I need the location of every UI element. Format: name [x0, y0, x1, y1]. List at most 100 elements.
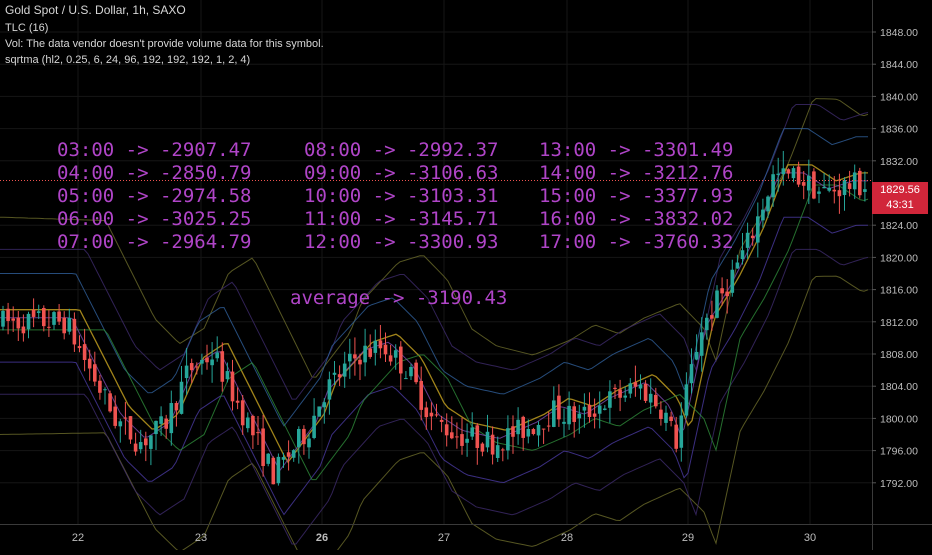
- candle: [215, 336, 219, 362]
- candle-body: [592, 413, 597, 417]
- candle-body: [817, 191, 821, 194]
- candle: [628, 378, 633, 399]
- candle: [174, 401, 179, 427]
- candle: [689, 348, 694, 394]
- candle: [434, 403, 439, 418]
- candle: [337, 365, 342, 387]
- annotation-line: 11:00 -> -3145.71: [304, 208, 499, 230]
- candle-body: [87, 358, 92, 369]
- candle-body: [337, 374, 342, 378]
- candle-body: [557, 395, 561, 420]
- candle-body: [832, 189, 837, 192]
- candle: [1, 305, 5, 331]
- candle-body: [261, 428, 265, 467]
- candle: [77, 335, 82, 353]
- candle: [511, 415, 515, 454]
- candle: [847, 170, 852, 197]
- candle-body: [353, 354, 357, 359]
- candle-body: [184, 365, 189, 379]
- candle-body: [195, 366, 199, 368]
- candle-body: [577, 413, 582, 419]
- candle-body: [812, 171, 816, 199]
- candle: [144, 431, 148, 462]
- candle-body: [689, 364, 694, 384]
- candle-body: [822, 187, 826, 189]
- candle-body: [495, 445, 500, 458]
- candle: [720, 277, 724, 306]
- candle: [791, 166, 796, 183]
- price-tick-label: 1844.00: [880, 59, 918, 71]
- candle: [414, 359, 418, 385]
- upper-envelope: [0, 128, 868, 427]
- candle-body: [756, 216, 760, 243]
- candle: [286, 440, 291, 471]
- time-tick-label: 23: [195, 532, 207, 544]
- candle-body: [240, 400, 245, 426]
- candle: [536, 421, 541, 447]
- candle: [93, 351, 97, 387]
- candle: [230, 359, 235, 411]
- candle-body: [133, 443, 138, 452]
- candle-body: [77, 346, 82, 349]
- candle: [444, 413, 449, 447]
- candle: [82, 328, 87, 372]
- candle-body: [858, 170, 862, 196]
- candle: [6, 302, 10, 335]
- candle-body: [424, 407, 429, 418]
- candle-body: [781, 168, 786, 175]
- candle: [383, 332, 388, 363]
- candle-body: [113, 406, 117, 426]
- candle: [164, 414, 168, 439]
- candle-body: [597, 405, 602, 414]
- candle: [705, 313, 709, 340]
- candle: [822, 173, 826, 189]
- candle: [587, 392, 592, 423]
- candle: [750, 227, 755, 246]
- candle-body: [419, 380, 423, 410]
- candle: [546, 411, 551, 432]
- candle: [699, 317, 704, 372]
- candle: [358, 353, 362, 381]
- candle-body: [291, 450, 296, 458]
- indicator-sqrtma: sqrtma (hl2, 0.25, 6, 24, 96, 192, 192, …: [5, 54, 251, 66]
- candle-body: [730, 269, 735, 293]
- candle: [480, 442, 485, 457]
- candle-body: [72, 318, 77, 345]
- candle-body: [475, 425, 480, 448]
- candle-body: [847, 183, 852, 189]
- last-price-tag: 1829.56 43:31: [872, 182, 928, 214]
- candle-body: [271, 457, 276, 485]
- candle-body: [842, 179, 847, 196]
- candle-body: [444, 424, 449, 436]
- candle-body: [383, 344, 388, 355]
- indicator-tlc: TLC (16): [5, 22, 49, 34]
- candle-body: [98, 380, 102, 393]
- price-tick-label: 1848.00: [880, 27, 918, 39]
- candle-body: [251, 415, 255, 436]
- candle-body: [276, 456, 281, 484]
- candle: [623, 386, 627, 402]
- candle: [495, 436, 500, 463]
- candle: [271, 456, 276, 485]
- candle: [240, 395, 245, 435]
- lower-envelope: [0, 216, 868, 516]
- candle-body: [613, 387, 617, 390]
- candle: [225, 362, 230, 383]
- candle-body: [215, 352, 219, 359]
- candle-body: [108, 393, 112, 412]
- candle-body: [837, 190, 842, 197]
- candle-body: [807, 175, 811, 191]
- candle-body: [47, 326, 51, 328]
- candle-body: [567, 405, 571, 425]
- bar-countdown: 43:31: [886, 199, 914, 211]
- candle: [842, 177, 847, 211]
- candle-body: [490, 434, 495, 455]
- candle-body: [684, 384, 689, 416]
- annotation-line: 07:00 -> -2964.79: [57, 231, 252, 253]
- candle: [98, 374, 102, 400]
- candle: [648, 378, 653, 414]
- candle-body: [439, 419, 444, 422]
